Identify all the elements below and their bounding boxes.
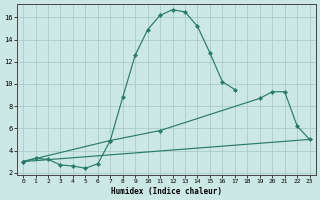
X-axis label: Humidex (Indice chaleur): Humidex (Indice chaleur) bbox=[111, 187, 222, 196]
